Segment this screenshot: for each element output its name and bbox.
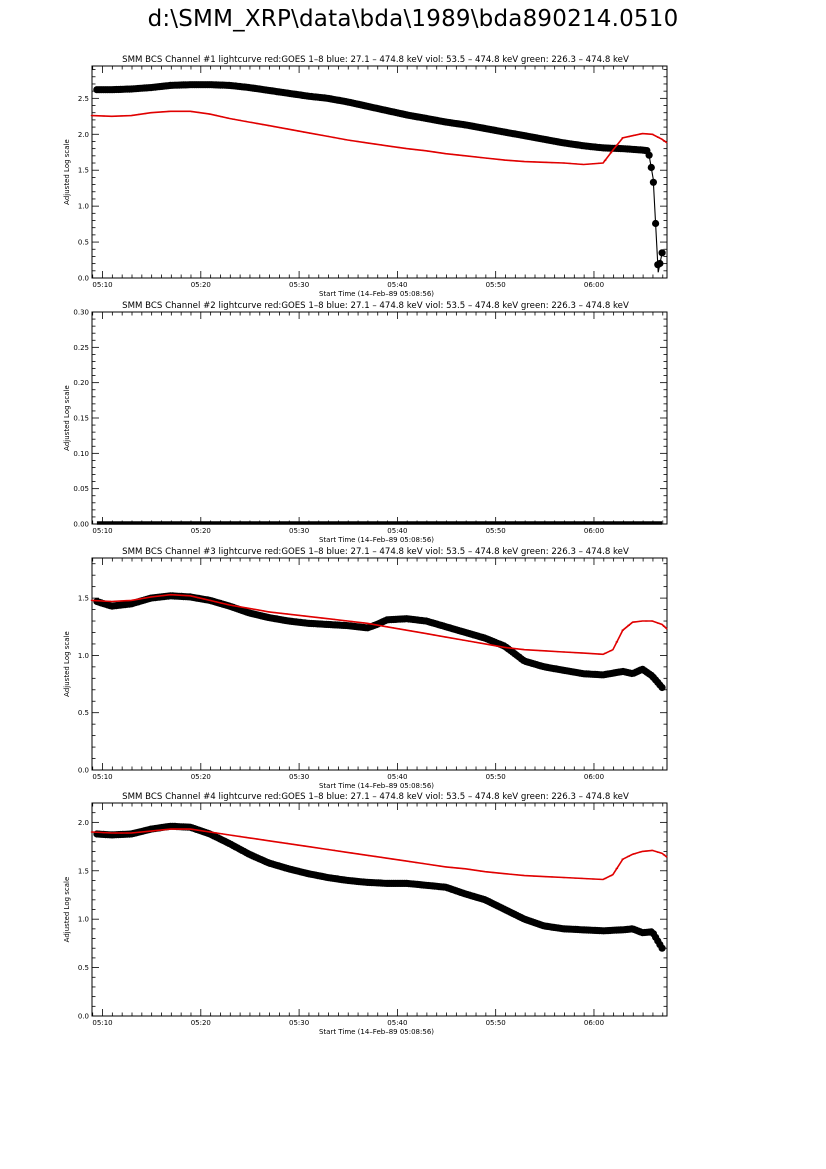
y-tick-label: 1.0 [78,652,89,660]
y-tick-label: 1.5 [78,167,89,175]
x-tick-label: 05:40 [387,773,407,781]
y-tick-label: 1.0 [78,916,89,924]
y-tick-label: 0.30 [73,309,89,317]
y-tick-label: 2.0 [78,819,89,827]
y-axis-label: Adjusted Log scale [63,631,71,697]
x-axis-label: Start Time (14–Feb–89 05:08:56) [319,1028,434,1036]
series-goes [90,828,668,881]
y-axis-label: Adjusted Log scale [63,385,71,451]
y-tick-label: 0.0 [78,275,89,283]
plot-frame [91,802,668,1017]
x-tick-label: 05:40 [387,1019,407,1027]
x-tick-label: 06:00 [584,773,604,781]
series-goes [90,110,668,166]
x-tick-label: 05:10 [92,281,112,289]
x-tick-label: 05:10 [92,773,112,781]
bcs-point [658,249,666,257]
x-tick-label: 05:40 [387,527,407,535]
x-tick-label: 05:30 [289,1019,309,1027]
y-tick-label: 0.0 [78,1013,89,1021]
x-tick-label: 05:10 [92,1019,112,1027]
y-tick-label: 0.5 [78,239,89,247]
y-tick-label: 1.5 [78,867,89,875]
x-axis-label: Start Time (14–Feb–89 05:08:56) [319,290,434,298]
series-bcs [93,81,666,273]
x-tick-label: 05:50 [486,773,506,781]
x-axis-label: Start Time (14–Feb–89 05:08:56) [319,536,434,544]
y-axis-label: Adjusted Log scale [63,877,71,943]
bcs-point [649,178,658,186]
y-tick-label: 0.0 [78,767,89,775]
plot-frame [91,311,668,525]
y-tick-label: 0.25 [73,344,89,352]
x-tick-label: 05:50 [486,1019,506,1027]
chart-title: SMM BCS Channel #3 lightcurve red:GOES 1… [122,547,629,557]
y-tick-label: 1.5 [78,595,89,603]
y-tick-label: 2.0 [78,131,89,139]
y-tick-label: 0.00 [73,521,89,529]
y-tick-label: 0.05 [73,485,89,493]
x-tick-label: 06:00 [584,527,604,535]
chart-panel-1: SMM BCS Channel #1 lightcurve red:GOES 1… [63,55,668,298]
bcs-line [96,84,663,273]
chart-title: SMM BCS Channel #2 lightcurve red:GOES 1… [122,301,629,311]
y-tick-label: 2.5 [78,95,89,103]
bcs-point [658,944,666,952]
x-tick-label: 05:30 [289,773,309,781]
chart-panel-4: SMM BCS Channel #4 lightcurve red:GOES 1… [63,792,668,1036]
x-tick-label: 05:30 [289,527,309,535]
page-title: d:\SMM_XRP\data\bda\1989\bda890214.0510 [147,6,679,32]
bcs-point [647,163,655,172]
series-goes [90,593,668,656]
y-tick-label: 0.15 [73,415,89,423]
x-tick-label: 05:50 [486,281,506,289]
y-axis-label: Adjusted Log scale [63,139,71,205]
x-tick-label: 06:00 [584,1019,604,1027]
x-tick-label: 05:40 [387,281,407,289]
x-axis-label: Start Time (14–Feb–89 05:08:56) [319,782,434,790]
y-tick-label: 1.0 [78,203,89,211]
plot-frame [91,65,668,279]
x-tick-label: 05:30 [289,281,309,289]
y-tick-label: 0.20 [73,379,89,387]
chart-panel-2: SMM BCS Channel #2 lightcurve red:GOES 1… [63,301,668,544]
x-tick-label: 05:20 [191,1019,211,1027]
y-tick-label: 0.5 [78,709,89,717]
x-tick-label: 05:20 [191,527,211,535]
x-tick-label: 06:00 [584,281,604,289]
y-tick-label: 0.5 [78,964,89,972]
bcs-point [645,151,653,159]
bcs-point [658,683,666,692]
x-tick-label: 05:20 [191,281,211,289]
goes-line [91,828,668,881]
plot-frame [91,557,668,771]
x-tick-label: 05:50 [486,527,506,535]
x-tick-label: 05:10 [92,527,112,535]
series-bcs [93,592,666,692]
chart-title: SMM BCS Channel #4 lightcurve red:GOES 1… [122,792,629,802]
bcs-point [656,259,664,268]
goes-line [91,110,668,166]
y-tick-label: 0.10 [73,450,89,458]
series-bcs [93,822,666,952]
chart-panel-3: SMM BCS Channel #3 lightcurve red:GOES 1… [63,547,668,790]
x-tick-label: 05:20 [191,773,211,781]
bcs-point [652,219,660,228]
chart-title: SMM BCS Channel #1 lightcurve red:GOES 1… [122,55,629,65]
